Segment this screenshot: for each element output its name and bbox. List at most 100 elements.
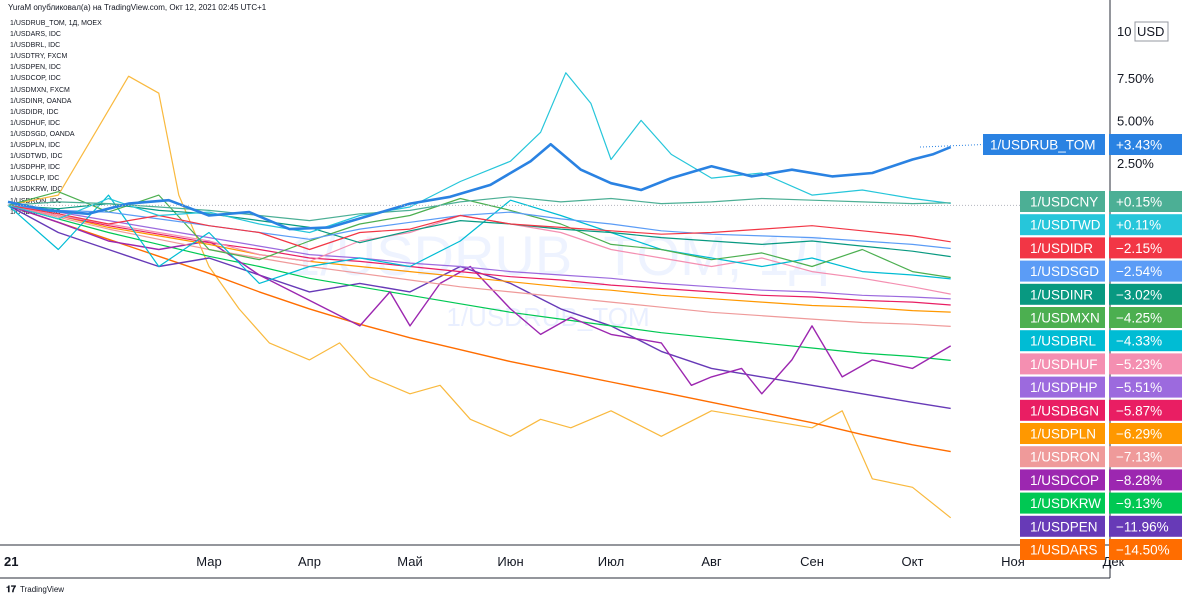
legend-entry[interactable]: 1/USDRUB_TOM, 1Д, MOEX [10,20,102,27]
x-tick-label: Июл [598,554,624,569]
legend-entry[interactable]: 1/USDPLN, IDC [10,142,61,150]
tag-value-bg [1109,353,1182,375]
tag-value-bg [1109,330,1182,352]
tag-name-label: 1/USDCNY [1030,195,1098,210]
legend-entry[interactable]: 1/USDINR, OANDA [10,97,72,105]
last-value-tag[interactable]: 1/USDINR −3.02% [1020,283,1182,305]
tag-name-label: 1/USDKRW [1030,496,1101,511]
tag-name-label: 1/USDPLN [1030,427,1096,442]
series-lines [7,72,952,519]
tag-value-label: +0.15% [1116,195,1162,210]
tag-value-bg [1109,283,1182,305]
x-tick-label: Ноя [1001,554,1025,569]
last-value-tag[interactable]: 1/USDCOP −8.28% [1020,469,1182,491]
legend-entry[interactable]: 1/USDTRY, FXCM [10,53,68,61]
tag-value-bg [1109,492,1182,514]
series-line [7,191,951,279]
tag-name-bg [1020,353,1105,375]
last-value-tag[interactable]: 1/USDHUF −5.23% [1020,353,1182,375]
tag-name-bg [1020,539,1105,560]
y-tick-label: 5.00% [1117,113,1154,128]
x-tick-label: Сен [800,554,824,569]
last-value-tag[interactable]: 1/USDPHP −5.51% [1020,376,1182,398]
series-line [7,196,951,222]
tag-name-bg [1020,283,1105,305]
legend-entry[interactable]: 1/USDHUF, IDC [10,119,61,127]
tag-value-label: −7.13% [1116,450,1162,465]
tag-value-bg [1109,469,1182,491]
last-value-tag[interactable]: 1/USDRUB_TOM +3.43% [919,134,1182,155]
series-line [7,75,952,519]
tag-value-label: −4.33% [1116,334,1162,349]
tag-name-label: 1/USDTWD [1030,218,1101,233]
legend-entry[interactable]: 1/USDSGD, OANDA [10,130,75,138]
tag-name-label: 1/USDSGD [1030,264,1099,279]
tag-name-label: 1/USDBRL [1030,334,1097,349]
tag-name-bg [1020,237,1105,259]
tag-name-bg [1020,423,1105,444]
legend-entry[interactable]: 1/USDBRL, IDC [10,42,61,50]
legend-entry[interactable]: 1/USDTWD, IDC [10,153,63,161]
tag-name-label: 1/USDPHP [1030,380,1098,395]
tag-value-label: −14.50% [1116,543,1170,558]
series-line [7,204,951,453]
tag-value-label: +0.11% [1116,218,1161,233]
tag-name-bg [1020,214,1105,236]
series-line [7,142,952,231]
tag-value-bg [1109,399,1182,421]
tag-value-label: −5.87% [1116,403,1162,418]
tag-name-bg [1020,376,1105,398]
legend-entry[interactable]: 1/USDARS, IDC [10,31,61,39]
tag-name-bg [1020,330,1105,352]
tag-name-bg [983,134,1105,155]
last-value-tag[interactable]: 1/USDIDR −2.15% [1020,237,1182,259]
y-tick-label: 7.50% [1117,71,1154,86]
legend-entry[interactable]: 1/USDKRW, IDC [10,186,63,194]
last-value-tag[interactable]: 1/USDSGD −2.54% [1020,260,1182,282]
x-tick-label: Апр [298,554,321,569]
tag-name-label: 1/USDRUB_TOM [990,138,1096,153]
last-value-tag[interactable]: 1/USDPEN −11.96% [1020,515,1182,537]
x-tick-label: 21 [4,554,18,569]
series-line [7,204,951,361]
y-tick-label: 10 [1117,24,1131,39]
tag-name-bg [1020,307,1105,328]
legend-entry[interactable]: 1/USDMXN, FXCM [10,86,70,94]
tag-name-label: 1/USDCOP [1030,473,1099,488]
last-value-tag[interactable]: 1/USDTWD +0.11% [1020,214,1182,236]
tag-value-bg [1109,237,1182,259]
tag-value-bg [1109,376,1182,398]
tag-value-bg [1109,260,1182,282]
tag-value-bg [1109,307,1182,328]
tag-name-bg [1020,492,1105,514]
last-value-tag[interactable]: 1/USDPLN −6.29% [1020,423,1182,444]
x-tick-label: Авг [701,554,722,569]
last-value-tag[interactable]: 1/USDARS −14.50% [1020,539,1182,560]
x-tick-label: Июн [497,554,523,569]
last-value-tag[interactable]: 1/USDBRL −4.33% [1020,330,1182,352]
tag-value-label: −9.13% [1116,496,1162,511]
last-value-tag[interactable]: 1/USDMXN −4.25% [1020,307,1182,328]
tag-name-label: 1/USDHUF [1030,357,1098,372]
legend-entry[interactable]: 1/USDIDR, IDC [10,108,59,116]
last-value-tag[interactable]: 1/USDCNY +0.15% [1020,191,1182,212]
last-value-tag[interactable]: 1/USDKRW −9.13% [1020,492,1182,514]
last-value-tag[interactable]: 1/USDRON −7.13% [1020,446,1182,468]
legend-entry[interactable]: 1/USDPEN, IDC [10,64,61,72]
tag-value-bg [1109,423,1182,444]
legend-entry[interactable]: 1/USDCOP, IDC [10,75,61,83]
axes: 21 Мар Апр Май Июн Июл Авг Сен Окт Ноя Дек107.50%5… [0,0,1169,579]
legend-entry[interactable]: 1/USDCLP, IDC [10,175,60,183]
series-line [7,203,951,258]
tradingview-logo-icon: 𝟏𝟕 [6,584,17,594]
chart-header-title: YuraM опубликовал(а) на TradingView.com,… [8,3,267,12]
last-value-tag[interactable]: 1/USDBGN −5.87% [1020,399,1182,421]
tag-name-label: 1/USDPEN [1030,519,1098,534]
unit-box[interactable] [1134,21,1169,42]
brand-label: TradingView [20,585,65,594]
legend-entry[interactable]: 1/USDRON, IDC [10,197,63,205]
x-tick-label: Окт [902,554,924,569]
tradingview-brand[interactable]: 𝟏𝟕 TradingView [6,584,64,595]
legend-entry[interactable]: 1/USDPHP, IDC [10,164,61,172]
